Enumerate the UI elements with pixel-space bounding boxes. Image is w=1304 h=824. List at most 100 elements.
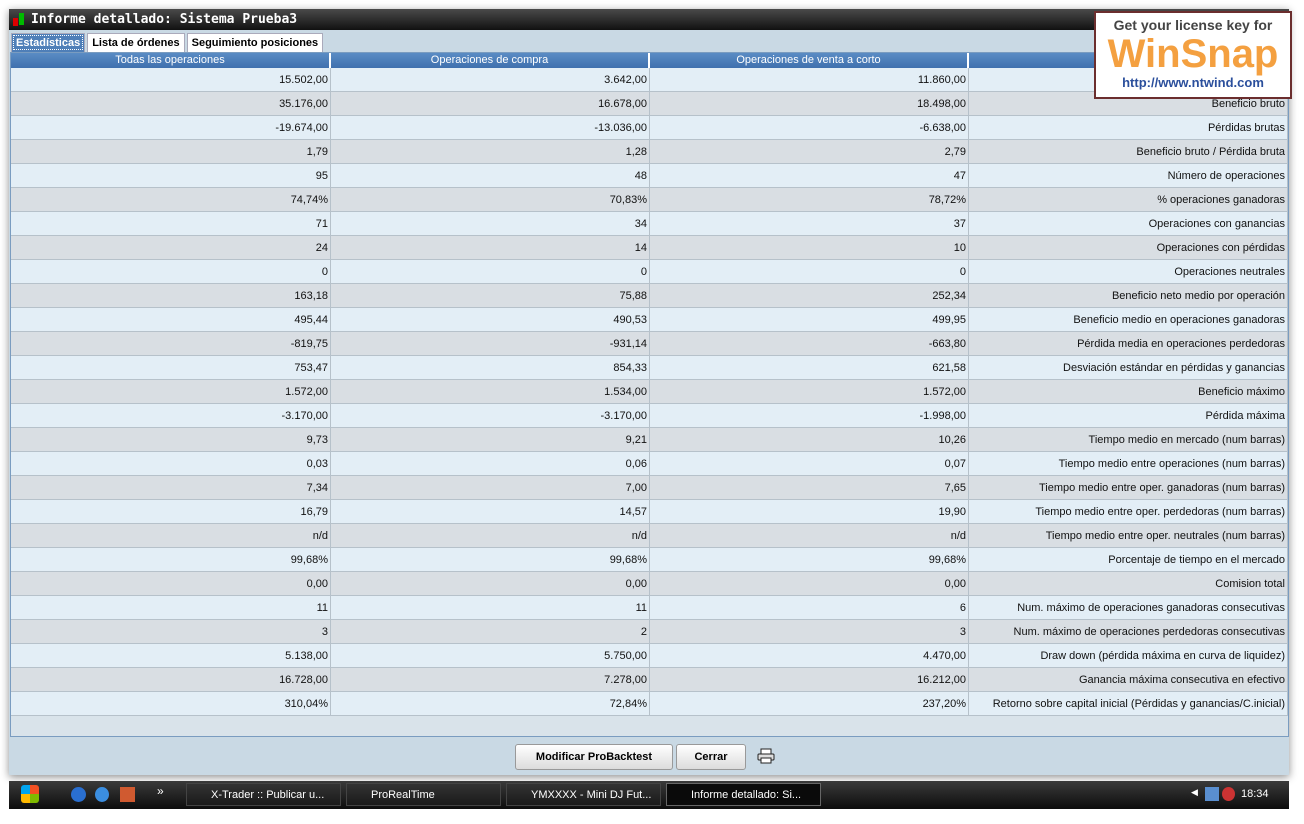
table-row[interactable]: 99,68% 99,68% 99,68% Porcentaje de tiempo e… <box>11 548 1288 572</box>
value-buy: -3.170,00 <box>331 404 650 428</box>
row-label: Beneficio máximo <box>969 380 1288 404</box>
taskbar-item-ymxxxx[interactable]: YMXXXX - Mini DJ Fut... <box>506 783 661 806</box>
value-all: 35.176,00 <box>11 92 331 116</box>
maxthon-quicklaunch-icon[interactable] <box>71 787 86 802</box>
value-buy: 1.534,00 <box>331 380 650 404</box>
table-row[interactable]: 5.138,00 5.750,00 4.470,00 Draw down (pérdi… <box>11 644 1288 668</box>
table-row[interactable]: 16,79 14,57 19,90 Tiempo medio entre oper. … <box>11 500 1288 524</box>
tab-estadisticas[interactable]: Estadísticas <box>11 33 86 52</box>
table-row[interactable]: 753,47 854,33 621,58 Desviación estándar en… <box>11 356 1288 380</box>
table-row[interactable]: 15.502,00 3.642,00 11.860,00 <box>11 68 1288 92</box>
report-window: Informe detallado: Sistema Prueba3 Estad… <box>9 9 1289 775</box>
row-label: Tiempo medio entre oper. ganadoras (num … <box>969 476 1288 500</box>
value-all: 9,73 <box>11 428 331 452</box>
value-all: 15.502,00 <box>11 68 331 92</box>
modify-probacktest-button[interactable]: Modificar ProBacktest <box>515 744 673 770</box>
table-row[interactable]: 1.572,00 1.534,00 1.572,00 Beneficio máximo <box>11 380 1288 404</box>
close-button[interactable]: Cerrar <box>676 744 746 770</box>
table-row[interactable]: -3.170,00 -3.170,00 -1.998,00 Pérdida máxim… <box>11 404 1288 428</box>
table-row[interactable]: 0 0 0 Operaciones neutrales <box>11 260 1288 284</box>
table-row[interactable]: 9,73 9,21 10,26 Tiempo medio en mercado (nu… <box>11 428 1288 452</box>
value-buy: 0 <box>331 260 650 284</box>
table-row[interactable]: n/d n/d n/d Tiempo medio entre oper. neutra… <box>11 524 1288 548</box>
column-header-all[interactable]: Todas las operaciones <box>11 53 331 68</box>
table-row[interactable]: 1,79 1,28 2,79 Beneficio bruto / Pérdida br… <box>11 140 1288 164</box>
value-short: 252,34 <box>650 284 969 308</box>
value-buy: 99,68% <box>331 548 650 572</box>
tab-lista-ordenes[interactable]: Lista de órdenes <box>87 33 185 52</box>
row-label: Número de operaciones <box>969 164 1288 188</box>
table-row[interactable]: -19.674,00 -13.036,00 -6.638,00 Pérdidas br… <box>11 116 1288 140</box>
value-short: 78,72% <box>650 188 969 212</box>
table-row[interactable]: 495,44 490,53 499,95 Beneficio medio en ope… <box>11 308 1288 332</box>
table-row[interactable]: 163,18 75,88 252,34 Beneficio neto medio po… <box>11 284 1288 308</box>
table-row[interactable]: -819,75 -931,14 -663,80 Pérdida media en op… <box>11 332 1288 356</box>
value-short: 0,07 <box>650 452 969 476</box>
value-buy: 490,53 <box>331 308 650 332</box>
value-short: -6.638,00 <box>650 116 969 140</box>
value-all: 71 <box>11 212 331 236</box>
start-button[interactable] <box>21 785 39 803</box>
volume-tray-icon[interactable] <box>1222 787 1235 801</box>
taskbar-item-xtrader[interactable]: X-Trader :: Publicar u... <box>186 783 341 806</box>
table-row[interactable]: 35.176,00 16.678,00 18.498,00 Beneficio bru… <box>11 92 1288 116</box>
tray-expand-icon[interactable]: ◀ <box>1191 787 1198 797</box>
taskbar-item-prorealtime[interactable]: ProRealTime <box>346 783 501 806</box>
clock[interactable]: 18:34 <box>1241 788 1269 800</box>
quicklaunch-more-icon[interactable]: » <box>157 784 164 798</box>
value-buy: 75,88 <box>331 284 650 308</box>
table-row[interactable]: 11 11 6 Num. máximo de operaciones ganadora… <box>11 596 1288 620</box>
value-short: -1.998,00 <box>650 404 969 428</box>
value-buy: 3.642,00 <box>331 68 650 92</box>
row-label: Desviación estándar en pérdidas y gananc… <box>969 356 1288 380</box>
app-candle-icon <box>13 12 27 27</box>
value-short: 16.212,00 <box>650 668 969 692</box>
table-row[interactable]: 95 48 47 Número de operaciones <box>11 164 1288 188</box>
value-short: 237,20% <box>650 692 969 716</box>
value-buy: 9,21 <box>331 428 650 452</box>
watermark-text: Get your license key for <box>1113 17 1273 33</box>
table-row[interactable]: 310,04% 72,84% 237,20% Retorno sobre capita… <box>11 692 1288 716</box>
value-short: 18.498,00 <box>650 92 969 116</box>
table-row[interactable]: 0,00 0,00 0,00 Comision total <box>11 572 1288 596</box>
network-tray-icon[interactable] <box>1205 787 1219 801</box>
value-short: -663,80 <box>650 332 969 356</box>
table-row[interactable]: 0,03 0,06 0,07 Tiempo medio entre operacion… <box>11 452 1288 476</box>
taskbar: » X-Trader :: Publicar u... ProRealTime … <box>9 781 1289 809</box>
taskbar-item-informe[interactable]: Informe detallado: Si... <box>666 783 821 806</box>
value-buy: 14 <box>331 236 650 260</box>
value-all: 1.572,00 <box>11 380 331 404</box>
home-quicklaunch-icon[interactable] <box>120 787 135 802</box>
table-row[interactable]: 16.728,00 7.278,00 16.212,00 Ganancia máxim… <box>11 668 1288 692</box>
ie-quicklaunch-icon[interactable] <box>95 787 109 802</box>
column-header-short[interactable]: Operaciones de venta a corto <box>650 53 969 68</box>
value-buy: 70,83% <box>331 188 650 212</box>
row-label: Operaciones con ganancias <box>969 212 1288 236</box>
value-all: 95 <box>11 164 331 188</box>
value-all: 99,68% <box>11 548 331 572</box>
row-label: Ganancia máxima consecutiva en efectivo <box>969 668 1288 692</box>
value-short: 7,65 <box>650 476 969 500</box>
watermark-url: http://www.ntwind.com <box>1122 75 1264 90</box>
value-all: 495,44 <box>11 308 331 332</box>
value-buy: -931,14 <box>331 332 650 356</box>
table-row[interactable]: 71 34 37 Operaciones con ganancias <box>11 212 1288 236</box>
table-row[interactable]: 24 14 10 Operaciones con pérdidas <box>11 236 1288 260</box>
value-all: -819,75 <box>11 332 331 356</box>
value-all: 5.138,00 <box>11 644 331 668</box>
row-label: Draw down (pérdida máxima en curva de li… <box>969 644 1288 668</box>
table-row[interactable]: 7,34 7,00 7,65 Tiempo medio entre oper. gan… <box>11 476 1288 500</box>
row-label: % operaciones ganadoras <box>969 188 1288 212</box>
row-label: Beneficio bruto / Pérdida bruta <box>969 140 1288 164</box>
table-row[interactable]: 3 2 3 Num. máximo de operaciones perdedoras… <box>11 620 1288 644</box>
value-short: n/d <box>650 524 969 548</box>
tab-seguimiento-posiciones[interactable]: Seguimiento posiciones <box>186 33 324 52</box>
value-buy: 14,57 <box>331 500 650 524</box>
row-label: Pérdida máxima <box>969 404 1288 428</box>
value-short: 1.572,00 <box>650 380 969 404</box>
printer-icon[interactable] <box>757 748 775 764</box>
value-all: 1,79 <box>11 140 331 164</box>
table-row[interactable]: 74,74% 70,83% 78,72%% operaciones ganadora… <box>11 188 1288 212</box>
tab-strip: Estadísticas Lista de órdenes Seguimient… <box>11 33 324 52</box>
column-header-buy[interactable]: Operaciones de compra <box>331 53 650 68</box>
